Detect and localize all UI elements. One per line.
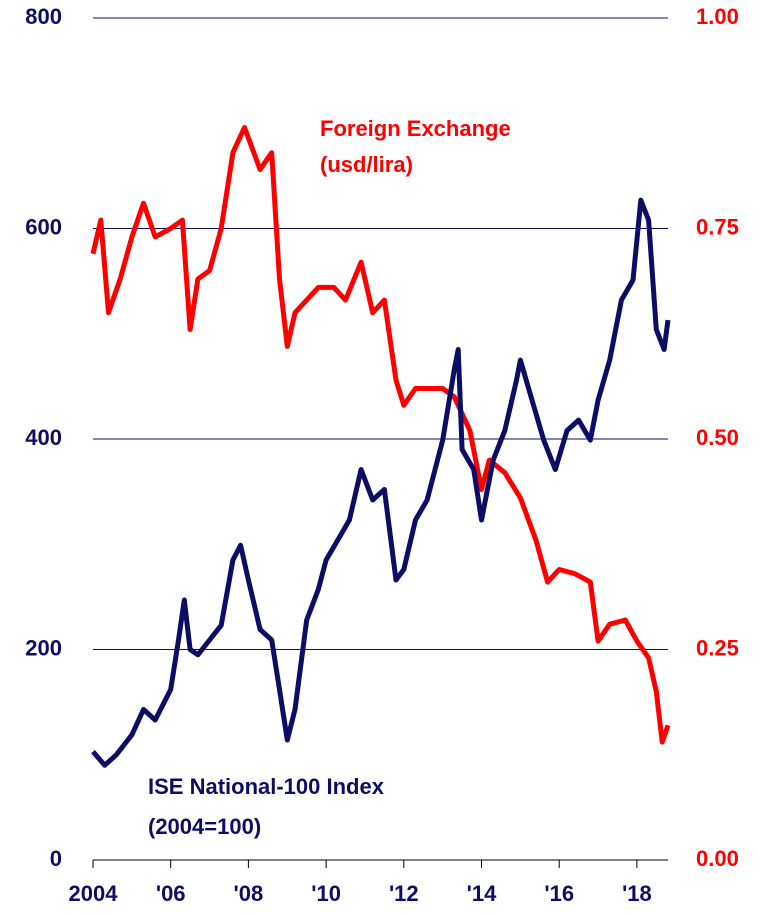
y2-tick-label: 0.50 [696, 425, 739, 450]
y2-tick-label: 0.25 [696, 635, 739, 660]
x-tick-label: 2004 [69, 881, 119, 906]
annotation: ISE National-100 Index [148, 774, 385, 799]
x-tick-label: '12 [389, 881, 419, 906]
x-tick-label: '08 [234, 881, 264, 906]
x-tick-label: '18 [622, 881, 652, 906]
annotation: (2004=100) [148, 814, 261, 839]
y2-tick-label: 0.75 [696, 214, 739, 239]
x-tick-label: '06 [156, 881, 186, 906]
x-tick-label: '14 [467, 881, 497, 906]
y2-tick-label: 0.00 [696, 846, 739, 871]
annotation: (usd/lira) [320, 152, 413, 177]
y-tick-label: 600 [25, 214, 62, 239]
y-tick-label: 200 [25, 635, 62, 660]
y-tick-label: 400 [25, 425, 62, 450]
annotation: Foreign Exchange [320, 116, 511, 141]
y2-tick-label: 1.00 [696, 4, 739, 29]
data-line [90, 125, 671, 745]
data-line [91, 197, 671, 768]
y-tick-label: 800 [25, 4, 62, 29]
x-tick-label: '10 [311, 881, 341, 906]
y-tick-label: 0 [50, 846, 62, 871]
x-tick-label: '16 [544, 881, 574, 906]
